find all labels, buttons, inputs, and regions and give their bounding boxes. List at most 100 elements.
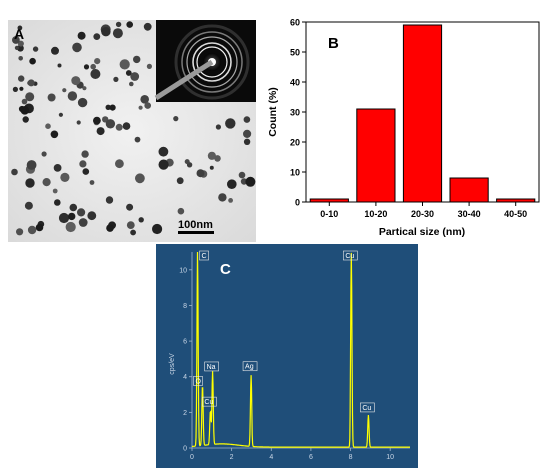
nanoparticle xyxy=(138,105,143,110)
nanoparticle xyxy=(105,119,116,129)
nanoparticle xyxy=(176,177,184,185)
nanoparticle xyxy=(238,171,246,179)
nanoparticle xyxy=(243,138,251,145)
histogram-svg: 0 10 20 30 40 50 60 0-10 10-20 20-30 30-40 40-50 B… xyxy=(267,18,540,238)
nanoparticle xyxy=(45,123,51,129)
nanoparticle xyxy=(218,193,227,202)
nanoparticle xyxy=(14,45,19,50)
nanoparticle xyxy=(96,127,105,136)
nanoparticle xyxy=(16,228,24,236)
nanoparticle xyxy=(58,112,64,117)
nanoparticle xyxy=(12,36,20,44)
nanoparticle xyxy=(143,22,152,31)
panel-a-letter: A xyxy=(14,26,24,42)
eds-y-tick-label: 8 xyxy=(183,303,187,310)
nanoparticle xyxy=(228,198,234,203)
x-axis-label: Partical size (nm) xyxy=(379,226,465,238)
eds-peak-label-ag: Ag xyxy=(245,364,254,371)
nanoparticle xyxy=(41,151,47,157)
nanoparticle xyxy=(79,160,87,168)
nanoparticle xyxy=(18,56,23,61)
eds-axes: 0 2 4 6 8 10 0 2 4 6 8 10 xyxy=(179,252,410,461)
eds-y-tick-label: 2 xyxy=(183,410,187,417)
nanoparticle xyxy=(78,218,88,227)
nanoparticle xyxy=(42,178,51,187)
nanoparticle xyxy=(12,86,18,92)
eds-spectrum-svg: 0 2 4 6 8 10 0 2 4 6 8 10 C O Na Cu Ag Cu Cu C cps/eV xyxy=(169,250,410,461)
nanoparticle xyxy=(77,97,88,108)
nanoparticle xyxy=(126,203,134,211)
nanoparticle xyxy=(112,28,123,39)
nanoparticle xyxy=(27,225,37,235)
y-tick-label: 0 xyxy=(295,198,300,208)
nanoparticle xyxy=(77,31,86,40)
nanoparticle xyxy=(71,76,81,86)
nanoparticle xyxy=(76,120,81,125)
nanoparticle xyxy=(35,223,44,232)
nanoparticle xyxy=(158,146,169,157)
nanoparticle xyxy=(82,86,87,91)
nanoparticle xyxy=(146,63,152,69)
nanoparticle xyxy=(17,44,24,52)
eds-y-tick-label: 4 xyxy=(183,374,187,381)
nanoparticle xyxy=(243,116,251,123)
nanoparticle xyxy=(89,180,95,185)
nanoparticle xyxy=(184,159,190,165)
nanoparticle xyxy=(90,69,101,79)
eds-peak-box xyxy=(193,376,203,386)
nanoparticle xyxy=(60,172,70,182)
nanoparticle xyxy=(130,72,140,81)
panel-c-letter: C xyxy=(220,261,231,278)
nanoparticle xyxy=(65,221,76,233)
nanoparticle xyxy=(196,169,205,178)
y-tick-label: 40 xyxy=(290,78,300,88)
nanoparticle xyxy=(57,63,62,68)
y-tick-label: 30 xyxy=(290,108,300,118)
bar-10-20 xyxy=(356,108,396,203)
eds-peak-box xyxy=(360,402,375,413)
eds-spectrum-panel: 0 2 4 6 8 10 0 2 4 6 8 10 C O Na Cu Ag Cu Cu C cps/eV xyxy=(156,244,418,468)
nanoparticle xyxy=(29,57,36,65)
nanoparticle xyxy=(133,55,141,64)
nanoparticle xyxy=(18,75,25,82)
nanoparticle xyxy=(129,81,134,87)
eds-peak-labels: C O Na Cu Ag Cu Cu xyxy=(193,250,375,413)
nanoparticle xyxy=(26,160,37,170)
nanoparticle xyxy=(105,104,111,111)
scale-bar-label: 100nm xyxy=(178,219,213,231)
size-distribution-chart: 0 10 20 30 40 50 60 0-10 10-20 20-30 30-40 40-50 B… xyxy=(262,14,545,246)
nanoparticle xyxy=(115,123,123,131)
eds-peak-label-c: C xyxy=(202,253,207,260)
y-tick-label: 10 xyxy=(290,168,300,178)
nanoparticle xyxy=(82,168,90,175)
nanoparticle xyxy=(19,86,24,91)
nanoparticle xyxy=(17,40,24,47)
nanoparticle xyxy=(81,150,89,158)
x-tick-label: 10-20 xyxy=(364,209,387,219)
nanoparticle xyxy=(122,122,131,130)
nanoparticle xyxy=(51,46,59,55)
nanoparticle xyxy=(106,224,114,232)
nanoparticles xyxy=(11,21,256,236)
bar-30-40 xyxy=(449,177,489,203)
tem-micrograph: A 100nm xyxy=(8,20,256,242)
x-tick-label: 20-30 xyxy=(411,209,434,219)
nanoparticle xyxy=(126,21,133,28)
eds-peak-label-na: Na xyxy=(207,364,216,371)
nanoparticle xyxy=(27,79,35,87)
nanoparticle xyxy=(130,229,136,236)
nanoparticle xyxy=(54,199,61,206)
nanoparticle xyxy=(47,93,56,102)
nanoparticle xyxy=(18,105,26,113)
nanoparticle xyxy=(90,63,96,70)
eds-x-tick-label: 0 xyxy=(190,454,194,461)
y-tick-label: 20 xyxy=(290,138,300,148)
nanoparticle xyxy=(227,179,237,189)
y-tick-label: 50 xyxy=(290,48,300,58)
eds-peak-box xyxy=(204,361,219,372)
nanoparticle xyxy=(62,88,67,93)
nanoparticle xyxy=(125,70,132,76)
bar-20-30 xyxy=(402,24,443,203)
nanoparticle xyxy=(50,130,59,139)
eds-peak-box xyxy=(343,250,358,261)
